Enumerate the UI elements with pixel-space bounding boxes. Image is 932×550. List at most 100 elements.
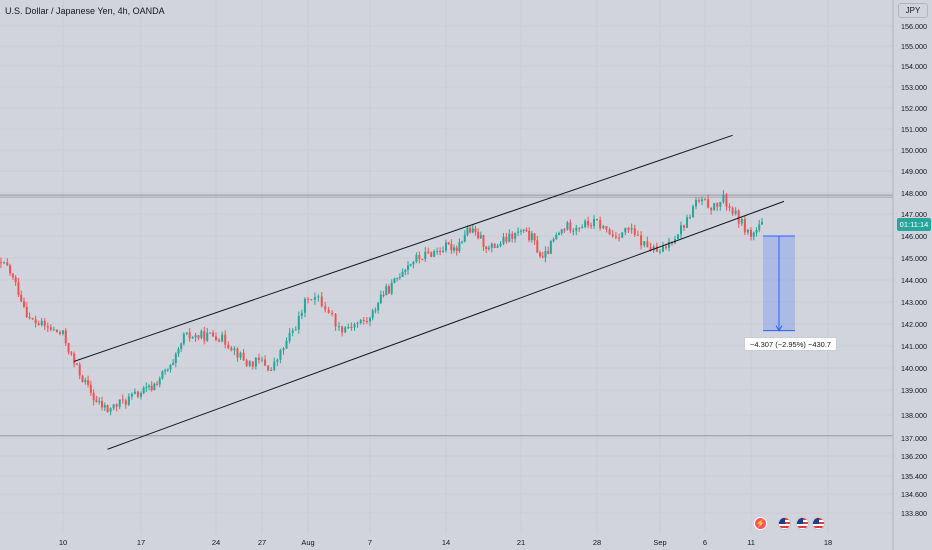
candle-body bbox=[677, 234, 679, 239]
candle-body bbox=[643, 241, 646, 246]
time-axis-label: 7 bbox=[368, 538, 372, 547]
price-axis-label: 149.000 bbox=[901, 167, 927, 176]
candle-body bbox=[502, 236, 505, 244]
candle-body bbox=[334, 314, 337, 327]
candle-body bbox=[153, 383, 156, 391]
candle-body bbox=[388, 286, 390, 294]
candle-body bbox=[636, 234, 639, 236]
candle-body bbox=[317, 296, 320, 298]
time-axis[interactable]: 10 17 24 27 Aug 7 14 21 28 Sep 6 11 18 bbox=[59, 538, 832, 547]
candle-body bbox=[758, 224, 761, 230]
grid bbox=[0, 0, 893, 534]
candle-body bbox=[130, 393, 133, 397]
time-axis-label: 6 bbox=[703, 538, 707, 547]
candle-body bbox=[477, 231, 480, 239]
price-axis-label: 146.000 bbox=[901, 232, 927, 241]
candle-body bbox=[133, 391, 136, 394]
symbol-title: U.S. Dollar / Japanese Yen, 4h, OANDA bbox=[5, 6, 165, 16]
candle-body bbox=[541, 256, 544, 258]
price-axis-label: 133.800 bbox=[901, 509, 927, 518]
candle-body bbox=[169, 364, 172, 370]
candle-body bbox=[75, 363, 78, 365]
candle-body bbox=[689, 217, 691, 219]
candle-body bbox=[520, 230, 522, 232]
candle-body bbox=[17, 282, 20, 295]
candle-body bbox=[719, 201, 722, 207]
candle-body bbox=[70, 352, 73, 354]
us-flag-icon[interactable] bbox=[812, 517, 825, 530]
price-axis-label: 151.000 bbox=[901, 125, 927, 134]
candle-body bbox=[25, 306, 28, 318]
price-axis-label: 139.000 bbox=[901, 386, 927, 395]
time-axis-label: 24 bbox=[212, 538, 220, 547]
candle-body bbox=[704, 199, 706, 201]
candle-body bbox=[621, 232, 624, 238]
candle-body bbox=[188, 332, 191, 339]
candle-body bbox=[297, 315, 300, 330]
candle-body bbox=[98, 401, 101, 403]
candle-body bbox=[536, 240, 539, 253]
candle-body bbox=[221, 334, 224, 342]
candle-body bbox=[374, 310, 377, 312]
measure-tool[interactable] bbox=[763, 235, 795, 332]
candle-body bbox=[450, 244, 453, 251]
trend-channel[interactable] bbox=[73, 134, 785, 450]
time-axis-label: 28 bbox=[593, 538, 601, 547]
candle-body bbox=[424, 251, 427, 260]
candles bbox=[0, 190, 763, 416]
time-axis-label: 27 bbox=[258, 538, 266, 547]
candle-body bbox=[251, 361, 254, 367]
candle-body bbox=[52, 329, 55, 331]
candle-body bbox=[430, 252, 433, 257]
candle-body bbox=[433, 251, 436, 257]
price-axis-label: 145.000 bbox=[901, 254, 927, 263]
candle-body bbox=[257, 357, 260, 360]
channel-upper-line[interactable] bbox=[73, 134, 733, 362]
candle-body bbox=[662, 246, 664, 252]
candle-body bbox=[43, 320, 46, 327]
us-flag-icon[interactable] bbox=[796, 517, 809, 530]
candle-body bbox=[174, 353, 177, 363]
candle-body bbox=[172, 362, 175, 365]
channel-lower-line[interactable] bbox=[107, 200, 785, 450]
candle-body bbox=[230, 348, 233, 351]
price-axis[interactable]: 156.000 155.000 154.000 153.000 152.000 151.0… bbox=[901, 22, 927, 518]
lightning-icon[interactable]: ⚡ bbox=[754, 517, 767, 530]
candle-body bbox=[55, 329, 58, 333]
candle-body bbox=[599, 220, 602, 229]
candle-body bbox=[752, 232, 755, 237]
time-axis-label: 21 bbox=[517, 538, 525, 547]
currency-label[interactable]: JPY bbox=[898, 3, 928, 18]
candle-body bbox=[34, 319, 37, 324]
candle-body bbox=[390, 283, 393, 294]
candle-body bbox=[713, 203, 716, 211]
time-axis-label: Aug bbox=[301, 538, 314, 547]
candle-body bbox=[396, 277, 399, 279]
candle-body bbox=[418, 255, 421, 259]
candle-body bbox=[710, 207, 713, 211]
candle-body bbox=[200, 331, 203, 338]
candle-body bbox=[750, 229, 752, 237]
candle-body bbox=[415, 255, 418, 262]
candle-body bbox=[590, 225, 593, 227]
candle-body bbox=[686, 217, 688, 228]
candle-body bbox=[508, 233, 511, 242]
candle-body bbox=[633, 228, 636, 235]
price-axis-label: 148.000 bbox=[901, 189, 927, 198]
candle-body bbox=[136, 391, 139, 397]
candle-body bbox=[245, 360, 248, 366]
price-axis-label: 140.000 bbox=[901, 364, 927, 373]
candle-body bbox=[236, 348, 239, 358]
candle-body bbox=[695, 200, 697, 207]
candle-body bbox=[182, 333, 185, 344]
candle-body bbox=[665, 246, 667, 248]
candle-body bbox=[218, 339, 221, 342]
us-flag-icon[interactable] bbox=[778, 517, 791, 530]
candle-body bbox=[487, 247, 490, 250]
candle-body bbox=[563, 229, 566, 231]
candle-body bbox=[605, 226, 608, 230]
candle-body bbox=[761, 221, 763, 225]
